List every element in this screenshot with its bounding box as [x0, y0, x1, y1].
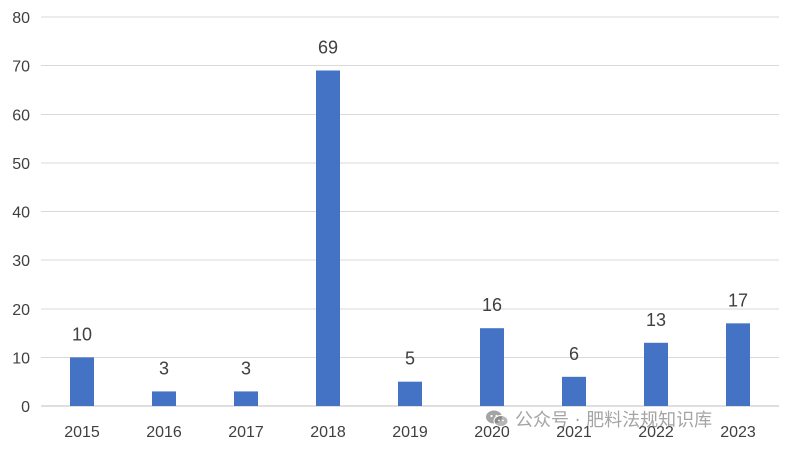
- data-label: 17: [728, 290, 748, 310]
- y-tick-label: 80: [12, 10, 30, 27]
- data-labels: 10 3 3 69 5 16 6 13 17: [72, 37, 748, 378]
- x-axis: 2015 2016 2017 2018 2019 2020 2021 2022 2023: [64, 424, 756, 441]
- data-label: 13: [646, 310, 666, 330]
- y-tick-label: 40: [12, 205, 30, 222]
- data-label: 6: [569, 344, 579, 364]
- data-label: 10: [72, 324, 92, 344]
- y-tick-label: 20: [12, 302, 30, 319]
- data-label: 5: [405, 349, 415, 369]
- bar: [316, 70, 340, 407]
- bar: [644, 342, 668, 406]
- bars: [70, 70, 750, 407]
- bar: [726, 323, 750, 406]
- y-axis: 0 10 20 30 40 50 60 70 80: [12, 10, 30, 416]
- x-tick-label: 2020: [474, 424, 510, 441]
- y-tick-label: 30: [12, 253, 30, 270]
- data-label: 16: [482, 295, 502, 315]
- data-label: 3: [241, 358, 251, 378]
- data-label: 69: [318, 37, 338, 57]
- watermark-text: 公众号 · 肥料法规知识库: [515, 410, 713, 431]
- x-tick-label: 2018: [310, 424, 346, 441]
- y-tick-label: 60: [12, 107, 30, 124]
- y-tick-label: 0: [21, 399, 30, 416]
- y-tick-label: 70: [12, 59, 30, 76]
- bar: [480, 328, 504, 406]
- bar: [152, 391, 176, 406]
- data-label: 3: [159, 358, 169, 378]
- y-tick-label: 50: [12, 156, 30, 173]
- x-tick-label: 2017: [228, 424, 264, 441]
- x-tick-label: 2019: [392, 424, 428, 441]
- wechat-icon: [486, 410, 509, 427]
- watermark: 公众号 · 肥料法规知识库: [485, 405, 712, 433]
- bar: [70, 357, 94, 406]
- grid-lines: [41, 16, 779, 407]
- y-tick-label: 10: [12, 350, 30, 367]
- x-tick-label: 2023: [720, 424, 756, 441]
- bar: [562, 376, 586, 406]
- x-tick-label: 2022: [638, 424, 674, 441]
- bar: [234, 391, 258, 406]
- x-tick-label: 2015: [64, 424, 100, 441]
- x-tick-label: 2016: [146, 424, 182, 441]
- x-tick-label: 2021: [556, 424, 592, 441]
- bar: [398, 381, 422, 406]
